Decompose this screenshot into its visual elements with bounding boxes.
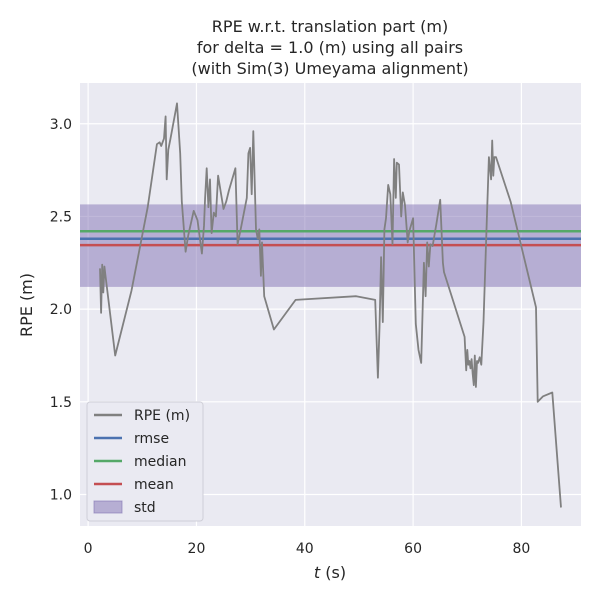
x-tick-label: 60 bbox=[404, 541, 422, 557]
legend-label-rpe-m: RPE (m) bbox=[134, 408, 190, 424]
x-tick-label: 40 bbox=[296, 541, 314, 557]
x-tick-label: 80 bbox=[513, 541, 531, 557]
x-tick-label: 0 bbox=[84, 541, 93, 557]
y-tick-labels: 1.0 1.5 2.0 2.5 3.0 bbox=[50, 117, 72, 504]
y-tick-label: 1.0 bbox=[50, 487, 72, 503]
chart-title-line-2: for delta = 1.0 (m) using all pairs bbox=[197, 38, 463, 57]
y-axis-label: RPE (m) bbox=[17, 273, 36, 337]
legend-swatch-std bbox=[93, 500, 123, 514]
chart-title-line-3: (with Sim(3) Umeyama alignment) bbox=[191, 59, 468, 78]
y-tick-label: 1.5 bbox=[50, 395, 72, 411]
x-tick-label: 20 bbox=[188, 541, 206, 557]
rpe-series-line bbox=[99, 102, 562, 508]
y-tick-label: 3.0 bbox=[50, 117, 72, 133]
x-tick-labels: 0 20 40 60 80 bbox=[84, 541, 531, 557]
legend-label-median: median bbox=[134, 454, 186, 470]
y-tick-label: 2.0 bbox=[50, 302, 72, 318]
chart-title: RPE w.r.t. translation part (m) for delt… bbox=[191, 17, 468, 78]
x-axis-label: t (s) bbox=[314, 563, 346, 582]
legend-label-std: std bbox=[134, 500, 156, 516]
x-axis-label-unit: (s) bbox=[320, 563, 346, 582]
legend-label-rmse: rmse bbox=[134, 431, 169, 447]
chart-title-line-1: RPE w.r.t. translation part (m) bbox=[212, 17, 448, 36]
legend-box bbox=[86, 401, 204, 522]
legend-label-mean: mean bbox=[134, 477, 174, 493]
y-tick-label: 2.5 bbox=[50, 209, 72, 225]
legend: RPE (m) rmse median mean std bbox=[86, 401, 204, 522]
x-axis-label-symbol: t bbox=[314, 563, 321, 582]
